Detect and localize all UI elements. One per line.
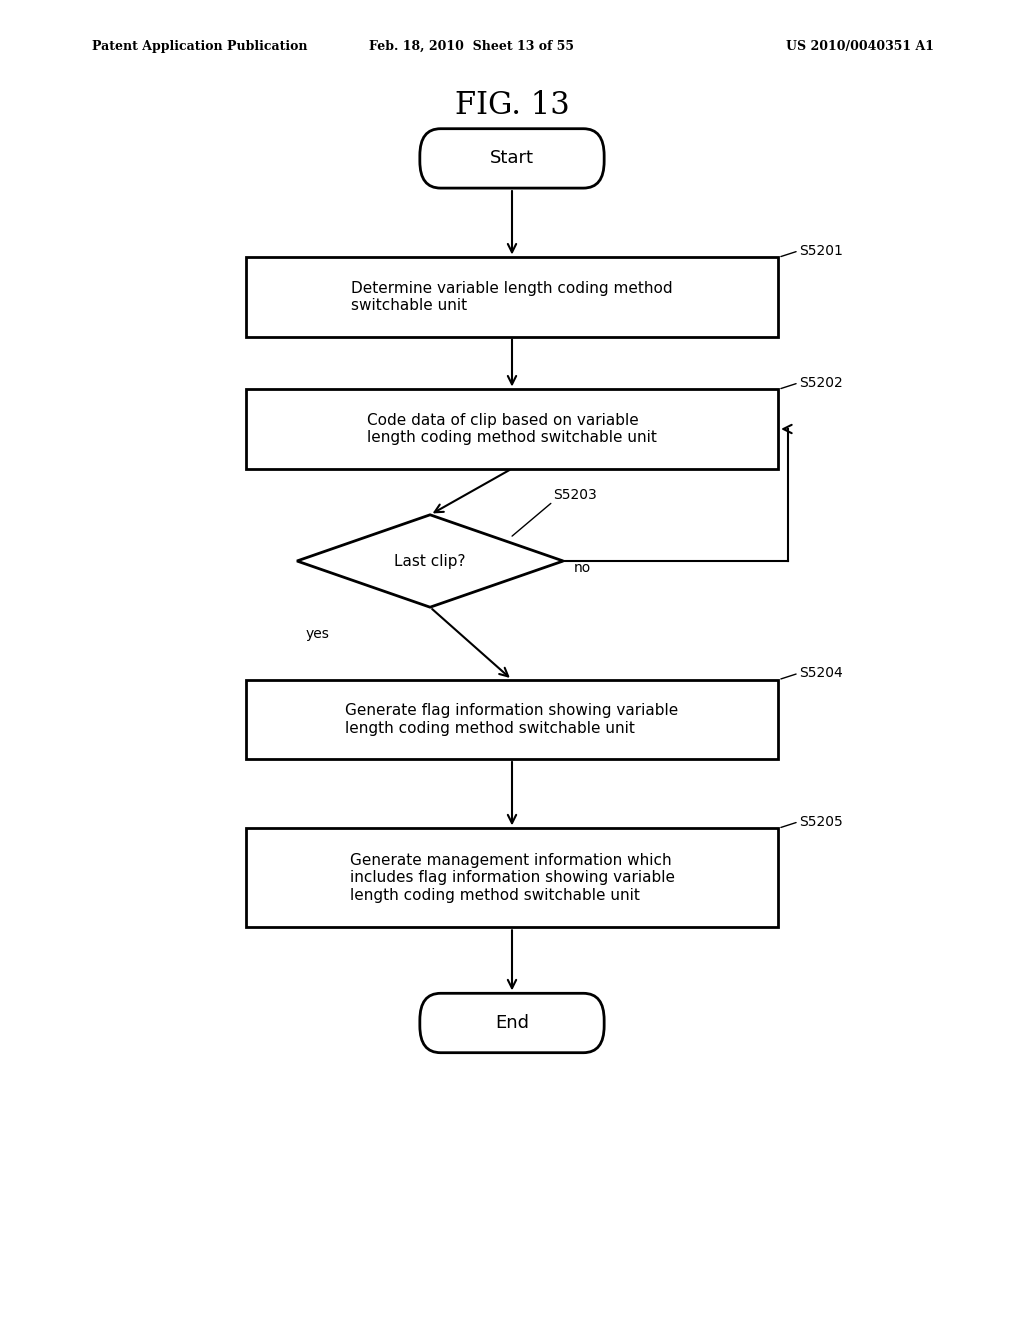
Bar bbox=[246, 680, 778, 759]
Text: Code data of clip based on variable
length coding method switchable unit: Code data of clip based on variable leng… bbox=[367, 413, 657, 445]
Text: S5205: S5205 bbox=[799, 814, 843, 829]
Text: S5204: S5204 bbox=[799, 667, 843, 680]
Text: US 2010/0040351 A1: US 2010/0040351 A1 bbox=[786, 40, 934, 53]
FancyBboxPatch shape bbox=[420, 128, 604, 187]
Text: Start: Start bbox=[490, 149, 534, 168]
Text: Generate management information which
includes flag information showing variable: Generate management information which in… bbox=[349, 853, 675, 903]
Text: Generate flag information showing variable
length coding method switchable unit: Generate flag information showing variab… bbox=[345, 704, 679, 735]
Bar bbox=[246, 829, 778, 927]
Bar bbox=[246, 257, 778, 337]
Text: Feb. 18, 2010  Sheet 13 of 55: Feb. 18, 2010 Sheet 13 of 55 bbox=[369, 40, 573, 53]
Text: S5203: S5203 bbox=[553, 487, 597, 502]
Bar bbox=[246, 389, 778, 469]
Text: S5201: S5201 bbox=[799, 244, 843, 257]
Polygon shape bbox=[297, 515, 563, 607]
Text: End: End bbox=[495, 1014, 529, 1032]
Text: Determine variable length coding method
switchable unit: Determine variable length coding method … bbox=[351, 281, 673, 313]
Text: no: no bbox=[573, 561, 591, 574]
Text: Patent Application Publication: Patent Application Publication bbox=[92, 40, 307, 53]
Text: Last clip?: Last clip? bbox=[394, 553, 466, 569]
Text: yes: yes bbox=[305, 627, 330, 642]
Text: FIG. 13: FIG. 13 bbox=[455, 90, 569, 121]
Text: S5202: S5202 bbox=[799, 376, 843, 389]
FancyBboxPatch shape bbox=[420, 993, 604, 1053]
